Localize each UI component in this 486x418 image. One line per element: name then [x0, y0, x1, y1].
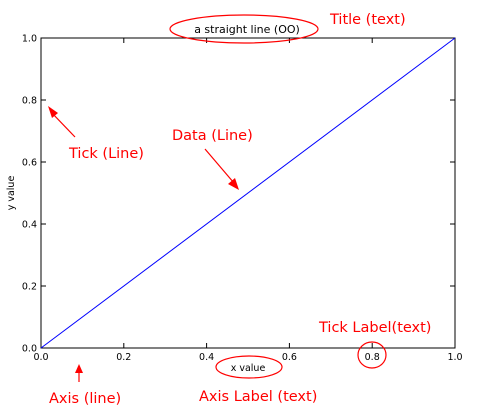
y-tick-label: 0.2 — [22, 282, 37, 293]
tick-arrow-line — [50, 111, 76, 138]
y-tick-label: 0.8 — [22, 96, 37, 107]
annotation-axis-label: Axis Label (text) — [199, 389, 317, 405]
x-axis-label: x value — [231, 363, 266, 374]
annotation-axis: Axis (line) — [49, 391, 121, 407]
y-tick-label: 1.0 — [22, 34, 37, 45]
y-tick-label: 0.0 — [22, 344, 37, 355]
tick-label-highlight-ellipse — [357, 341, 387, 369]
x-tick-label: 1.0 — [447, 352, 462, 363]
x-tick-label: 0.6 — [282, 352, 297, 363]
tick-arrow-head — [48, 106, 58, 118]
title-highlight-ellipse — [169, 14, 319, 44]
x-tick-label: 0.8 — [365, 352, 380, 363]
axis-label-highlight-ellipse — [215, 355, 283, 379]
plot-area: 0.0 0.2 0.4 0.6 0.8 1.0 0.0 0.2 0.4 0.6 0.8 1.0 — [22, 34, 463, 364]
annotation-title: Title (text) — [329, 12, 406, 28]
data-series — [40, 37, 456, 349]
axis-arrow-head — [75, 364, 83, 373]
annotation-tick-label: Tick Label(text) — [318, 320, 431, 336]
y-tick-label: 0.4 — [22, 220, 37, 231]
data-arrow-line — [204, 148, 235, 184]
y-tick-label: 0.6 — [22, 158, 37, 169]
annotation-data: Data (Line) — [172, 128, 253, 144]
axes-frame — [40, 37, 456, 349]
x-tick-label: 0.2 — [116, 352, 131, 363]
chart-title: a straight line (OO) — [194, 23, 300, 36]
y-axis-label: y value — [6, 176, 17, 211]
annotations: Title (text) Tick (Line) Data (Line) Tic… — [48, 12, 431, 407]
series-line — [40, 37, 456, 349]
x-tick-label: 0.0 — [33, 352, 48, 363]
y-axis-ticks: 0.0 0.2 0.4 0.6 0.8 1.0 — [22, 34, 455, 355]
x-tick-label: 0.4 — [199, 352, 214, 363]
annotation-tick: Tick (Line) — [68, 146, 144, 162]
x-axis-ticks: 0.0 0.2 0.4 0.6 0.8 1.0 — [33, 38, 463, 363]
data-arrow-head — [228, 178, 239, 190]
